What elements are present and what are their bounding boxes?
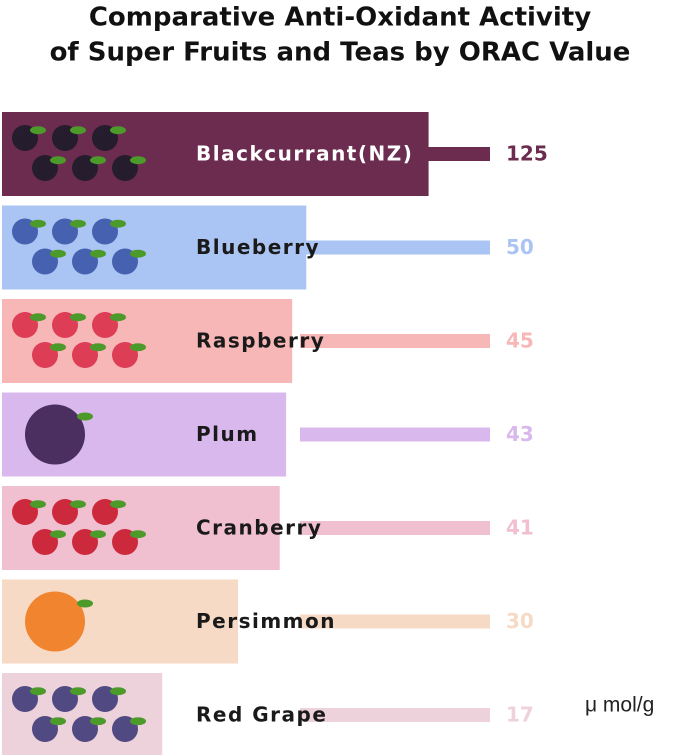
leaf-icon	[110, 126, 126, 135]
category-label: Cranberry	[196, 516, 322, 540]
leaf-icon	[30, 313, 46, 322]
value-label: 30	[506, 609, 534, 633]
value-label: 125	[506, 142, 548, 166]
leaf-icon	[130, 156, 146, 165]
leaf-icon	[90, 717, 106, 726]
leaf-icon	[130, 343, 146, 352]
leaf-icon	[70, 219, 86, 228]
value-label: 50	[506, 235, 534, 259]
category-label: Blackcurrant(NZ)	[196, 142, 413, 166]
leaf-icon	[130, 249, 146, 258]
leaf-icon	[70, 687, 86, 696]
unit-label: μ mol/g	[585, 694, 654, 717]
bar-track	[300, 614, 490, 629]
bar	[2, 299, 293, 383]
value-label: 41	[506, 516, 534, 540]
bar-track	[300, 147, 490, 161]
leaf-icon	[30, 500, 46, 509]
bar-track	[300, 240, 490, 255]
leaf-icon	[110, 313, 126, 322]
value-label: 17	[506, 703, 534, 727]
fruit-icon	[25, 591, 85, 652]
category-label: Plum	[196, 422, 259, 446]
bar	[2, 486, 280, 570]
bar-track	[300, 708, 490, 722]
chart-title: of Super Fruits and Teas by ORAC Value	[50, 38, 631, 68]
leaf-icon	[90, 530, 106, 539]
leaf-icon	[30, 687, 46, 696]
leaf-icon	[50, 343, 66, 352]
chart-title: Comparative Anti-Oxidant Activity	[89, 3, 591, 33]
leaf-icon	[90, 343, 106, 352]
leaf-icon	[110, 219, 126, 228]
leaf-icon	[30, 219, 46, 228]
leaf-icon	[90, 249, 106, 258]
leaf-icon	[70, 313, 86, 322]
value-label: 43	[506, 422, 534, 446]
leaf-icon	[30, 126, 46, 135]
leaf-icon	[90, 156, 106, 165]
bar-track	[300, 427, 490, 442]
leaf-icon	[50, 156, 66, 165]
leaf-icon	[110, 687, 126, 696]
bar-track	[300, 521, 490, 535]
category-label: Red Grape	[196, 703, 327, 727]
leaf-icon	[130, 717, 146, 726]
leaf-icon	[50, 717, 66, 726]
leaf-icon	[50, 249, 66, 258]
leaf-icon	[130, 530, 146, 539]
leaf-icon	[77, 599, 93, 608]
leaf-icon	[110, 500, 126, 509]
leaf-icon	[70, 500, 86, 509]
fruit-icon	[25, 404, 85, 465]
bar-track	[300, 334, 490, 348]
leaf-icon	[70, 126, 86, 135]
category-label: Blueberry	[196, 235, 320, 259]
value-label: 45	[506, 329, 534, 353]
leaf-icon	[77, 412, 93, 421]
category-label: Persimmon	[196, 609, 336, 633]
bar	[2, 205, 307, 290]
bar	[2, 673, 163, 755]
leaf-icon	[50, 530, 66, 539]
category-label: Raspberry	[196, 329, 325, 353]
